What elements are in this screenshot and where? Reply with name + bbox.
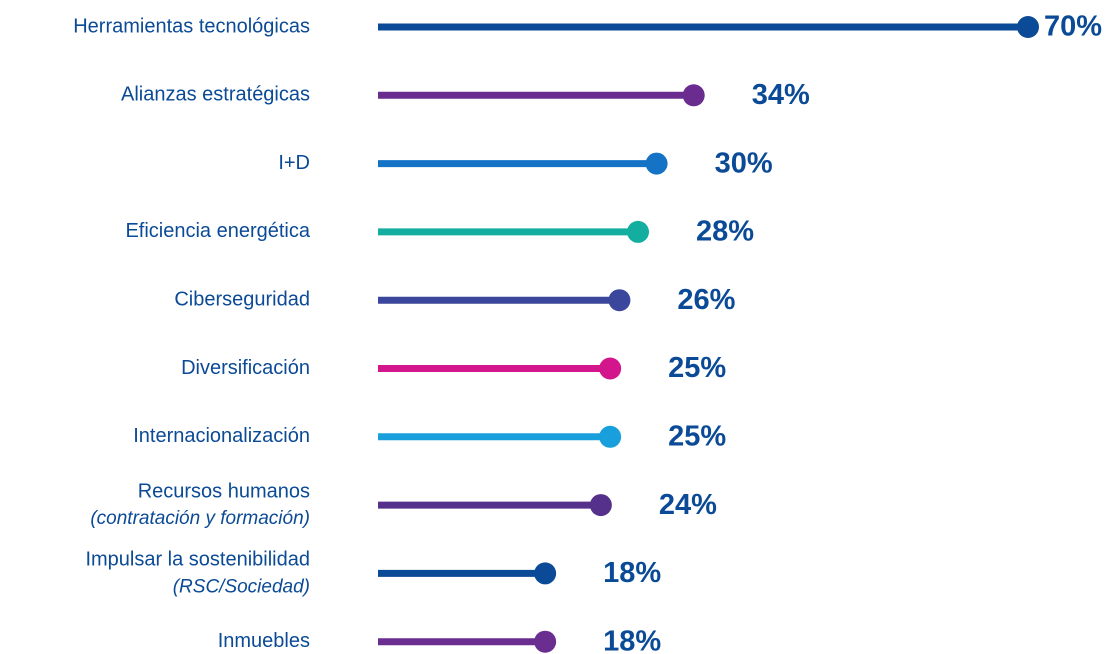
- lollipop-dot: [599, 357, 622, 380]
- value-label: 25%: [668, 420, 726, 452]
- value-label: 18%: [603, 625, 661, 654]
- lollipop-dot: [627, 220, 649, 243]
- value-label: 70%: [1044, 11, 1102, 43]
- value-label: 24%: [659, 489, 717, 521]
- value-label: 28%: [696, 216, 754, 248]
- category-label: Recursos humanos: [138, 480, 310, 502]
- category-label: Impulsar la sostenibilidad: [85, 549, 310, 571]
- lollipop-dot: [608, 289, 631, 312]
- category-label: Alianzas estratégicas: [121, 84, 310, 106]
- lollipop-dot: [589, 494, 612, 517]
- value-label: 26%: [677, 284, 735, 316]
- value-label: 34%: [752, 79, 810, 111]
- lollipop-dot: [534, 630, 557, 653]
- category-label: Diversificación: [181, 357, 310, 379]
- category-label: Eficiencia energética: [125, 220, 310, 242]
- category-label: I+D: [278, 152, 310, 174]
- category-note: (RSC/Sociedad): [173, 576, 310, 597]
- value-label: 18%: [603, 557, 661, 589]
- value-label: 25%: [668, 352, 726, 384]
- lollipop-dot: [599, 425, 622, 448]
- category-label: Ciberseguridad: [174, 288, 310, 310]
- category-note: (contratación y formación): [90, 508, 310, 529]
- value-label: 30%: [715, 147, 773, 179]
- lollipop-dot: [645, 152, 668, 175]
- category-label: Inmuebles: [218, 630, 310, 652]
- lollipop-dot: [1017, 16, 1039, 38]
- category-label: Internacionalización: [133, 425, 310, 447]
- category-label: Herramientas tecnológicas: [73, 15, 310, 37]
- lollipop-dot: [534, 562, 557, 585]
- lollipop-dot: [682, 84, 705, 107]
